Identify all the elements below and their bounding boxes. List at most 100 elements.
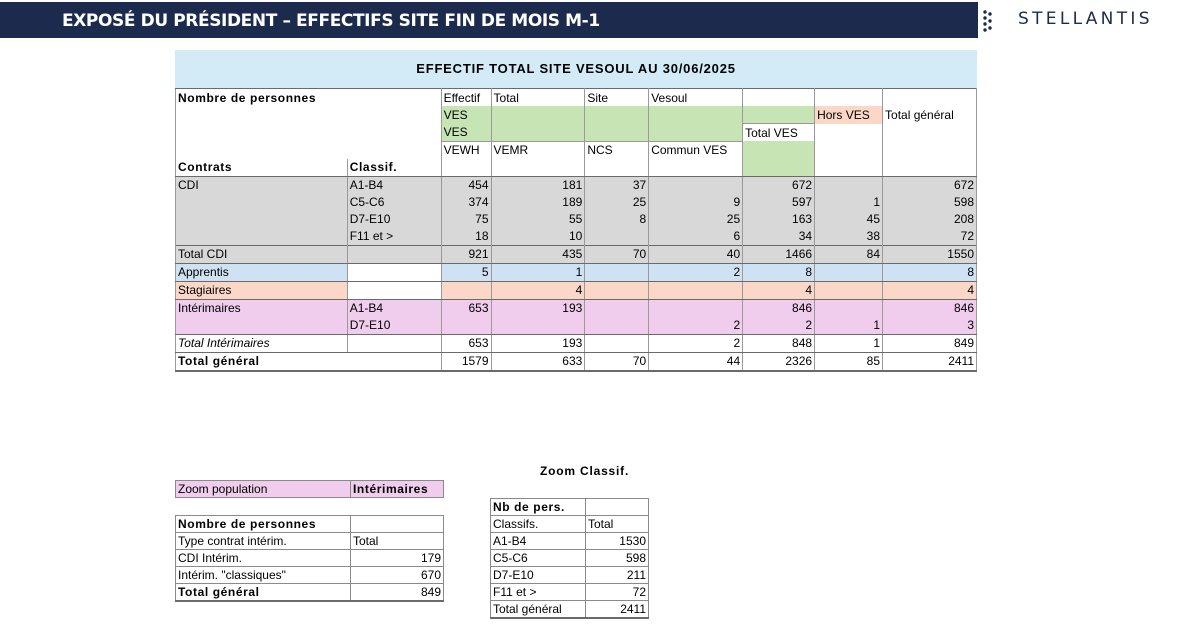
value-cell: 8	[584, 210, 650, 228]
value-cell: 653	[441, 299, 492, 317]
value-cell: 921	[441, 244, 492, 264]
zoom-classif-header: Nb de pers.	[490, 498, 586, 516]
value-cell: 208	[882, 210, 977, 228]
contrats-header: Contrats	[175, 158, 348, 177]
value-cell: 846	[742, 299, 816, 317]
stagiaires-label: Stagiaires	[175, 281, 348, 300]
value-cell: 70	[584, 352, 650, 372]
value-cell: 75	[441, 210, 492, 228]
filter-label: Effectif	[441, 88, 492, 106]
interim-type-table: Nombre de personnes Type contrat intérim…	[175, 515, 444, 602]
value-cell: 1550	[882, 244, 977, 264]
total-cdi-label: Total CDI	[175, 244, 348, 264]
zoom-population-filter: Zoom population Intérimaires	[175, 480, 444, 498]
zoom-classif-total-label: Total général	[490, 600, 586, 619]
classif-cell: A1-B4	[490, 532, 586, 550]
table-row: D7-E10 75 55 8 25 163 45 208	[175, 210, 977, 228]
value-cell	[648, 281, 744, 300]
interimaires-label: Intérimaires	[175, 299, 348, 317]
interim-row-label: CDI Intérim.	[175, 549, 351, 567]
value-cell: 55	[491, 210, 586, 228]
total-interimaires-label: Total Intérimaires	[175, 334, 348, 353]
value-cell: 598	[882, 193, 977, 211]
value-cell: 848	[742, 334, 816, 353]
zoom-population-label: Zoom population	[175, 480, 351, 498]
classif-cell: C5-C6	[490, 549, 586, 567]
column-header: Commun VES	[648, 140, 744, 159]
total-general-header: Total général	[882, 106, 977, 124]
column-header: NCS	[584, 140, 650, 159]
value-cell: 849	[882, 334, 977, 353]
table-row: C5-C6 598	[490, 549, 649, 567]
value-cell	[584, 299, 650, 317]
table-row: C5-C6 374 189 25 9 597 1 598	[175, 193, 977, 211]
table-row: F11 et > 72	[490, 583, 649, 601]
classif-cell: D7-E10	[490, 566, 586, 584]
value-cell: 8	[742, 263, 816, 282]
brand-logo: STELLANTIS	[1018, 9, 1153, 29]
table-row: F11 et > 18 10 6 34 38 72	[175, 227, 977, 245]
value-cell	[441, 316, 492, 335]
row-header-label: Nombre de personnes	[175, 88, 442, 106]
interim-subheader: Type contrat intérim.	[175, 532, 351, 550]
filter-label: Vesoul	[648, 88, 744, 106]
level2-ves: VES	[441, 123, 492, 141]
classif-cell: F11 et >	[490, 583, 586, 601]
value-cell	[814, 281, 884, 300]
table-row: Intérimaires A1-B4 653 193 846 846	[175, 299, 977, 317]
value-cell: 2	[742, 316, 816, 335]
classif-cell: F11 et >	[347, 227, 442, 245]
value-cell: 4	[742, 281, 816, 300]
value-cell: 4	[882, 281, 977, 300]
classif-cell: D7-E10	[347, 316, 442, 335]
table-row: Intérim. "classiques" 670	[175, 566, 444, 584]
classif-cell: A1-B4	[347, 299, 442, 317]
value-cell: 1466	[742, 244, 816, 264]
table-caption: EFFECTIF TOTAL SITE VESOUL AU 30/06/2025	[175, 50, 977, 88]
value-cell: 670	[350, 566, 444, 584]
value-cell: 189	[491, 193, 586, 211]
interim-subheader: Total	[350, 532, 444, 550]
page-title: EXPOSÉ DU PRÉSIDENT – EFFECTIFS SITE FIN…	[62, 11, 600, 31]
classif-cell: D7-E10	[347, 210, 442, 228]
classif-header: Classif.	[347, 158, 442, 177]
table-row: D7-E10 2 2 1 3	[175, 316, 977, 335]
value-cell: 44	[648, 352, 744, 372]
value-cell	[648, 299, 744, 317]
value-cell: 34	[742, 227, 816, 245]
zoom-population-value[interactable]: Intérimaires	[350, 480, 444, 498]
value-cell: 454	[441, 176, 492, 194]
value-cell: 846	[882, 299, 977, 317]
value-cell	[491, 316, 586, 335]
value-cell	[584, 227, 650, 245]
interim-row-label: Intérim. "classiques"	[175, 566, 351, 584]
table-row: Stagiaires 4 4 4	[175, 281, 977, 300]
value-cell	[814, 176, 884, 194]
value-cell: 9	[648, 193, 744, 211]
value-cell	[814, 263, 884, 282]
value-cell: 598	[585, 549, 649, 567]
zoom-classif-subheader: Total	[585, 515, 649, 533]
value-cell: 2	[648, 316, 744, 335]
value-cell	[584, 334, 650, 353]
filter-label: Total	[491, 88, 586, 106]
value-cell: 193	[491, 334, 586, 353]
value-cell: 1	[814, 334, 884, 353]
table-row: D7-E10 211	[490, 566, 649, 584]
grand-total-label: Total général	[175, 352, 442, 372]
value-cell: 2	[648, 334, 744, 353]
zoom-classif-subheader: Classifs.	[490, 515, 586, 533]
level1-ves: VES	[441, 106, 492, 124]
value-cell: 3	[882, 316, 977, 335]
value-cell: 38	[814, 227, 884, 245]
value-cell: 8	[882, 263, 977, 282]
table-row: CDI A1-B4 454 181 37 672 672	[175, 176, 977, 194]
total-row: Total général 849	[175, 583, 444, 602]
zoom-classif-table: Nb de pers. Classifs. Total A1-B4 1530 C…	[490, 498, 649, 619]
value-cell: 597	[742, 193, 816, 211]
value-cell: 672	[882, 176, 977, 194]
value-cell	[584, 281, 650, 300]
zoom-classif-title: Zoom Classif.	[540, 464, 630, 478]
value-cell: 85	[814, 352, 884, 372]
value-cell: 1	[814, 193, 884, 211]
